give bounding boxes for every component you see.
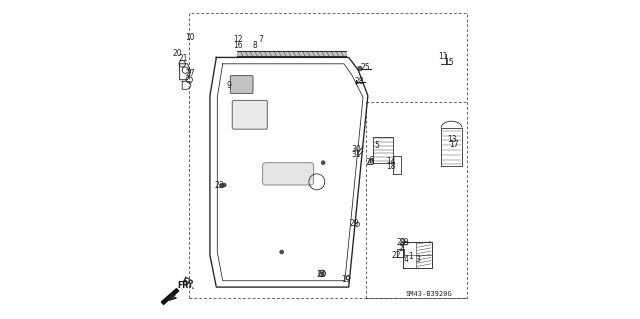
Text: 21: 21 (178, 54, 188, 63)
Text: 28: 28 (354, 78, 364, 86)
Text: 9: 9 (226, 81, 231, 90)
Text: 11: 11 (438, 52, 447, 61)
Text: 15: 15 (444, 58, 454, 67)
Text: 30: 30 (351, 145, 361, 154)
Text: 29: 29 (397, 238, 406, 247)
Polygon shape (161, 289, 179, 304)
Text: 29: 29 (350, 219, 360, 228)
Text: 4: 4 (403, 255, 408, 263)
FancyBboxPatch shape (262, 163, 314, 185)
FancyBboxPatch shape (232, 100, 268, 129)
Text: 29: 29 (399, 238, 409, 247)
Text: FR.: FR. (177, 281, 191, 290)
Text: FR.: FR. (180, 276, 198, 292)
Circle shape (321, 161, 325, 165)
Text: 27: 27 (186, 69, 195, 78)
Text: 18: 18 (386, 162, 396, 171)
Text: 31: 31 (351, 150, 361, 159)
Text: 16: 16 (233, 41, 243, 50)
Text: 14: 14 (387, 157, 396, 166)
Text: 20: 20 (172, 49, 182, 58)
Text: 13: 13 (447, 135, 457, 144)
Text: 6: 6 (369, 156, 374, 165)
Circle shape (280, 250, 284, 254)
Text: SM43-B3920G: SM43-B3920G (406, 291, 452, 297)
Text: 17: 17 (449, 140, 459, 149)
Circle shape (220, 183, 224, 188)
Circle shape (358, 66, 362, 71)
Text: 5: 5 (374, 141, 379, 150)
Text: 3: 3 (416, 255, 420, 263)
Text: 8: 8 (252, 41, 257, 50)
Text: 2: 2 (399, 244, 404, 253)
Text: 12: 12 (233, 35, 243, 44)
FancyBboxPatch shape (230, 76, 253, 93)
Circle shape (222, 183, 226, 187)
Text: 10: 10 (185, 33, 195, 42)
Text: 1: 1 (408, 252, 413, 261)
Text: 19: 19 (341, 275, 351, 284)
Circle shape (321, 272, 324, 275)
Text: 26: 26 (365, 158, 375, 167)
Text: 7: 7 (259, 35, 264, 44)
Text: 23: 23 (214, 181, 225, 190)
Text: 22: 22 (392, 251, 401, 260)
Text: 25: 25 (360, 63, 370, 72)
Text: 24: 24 (316, 271, 326, 279)
